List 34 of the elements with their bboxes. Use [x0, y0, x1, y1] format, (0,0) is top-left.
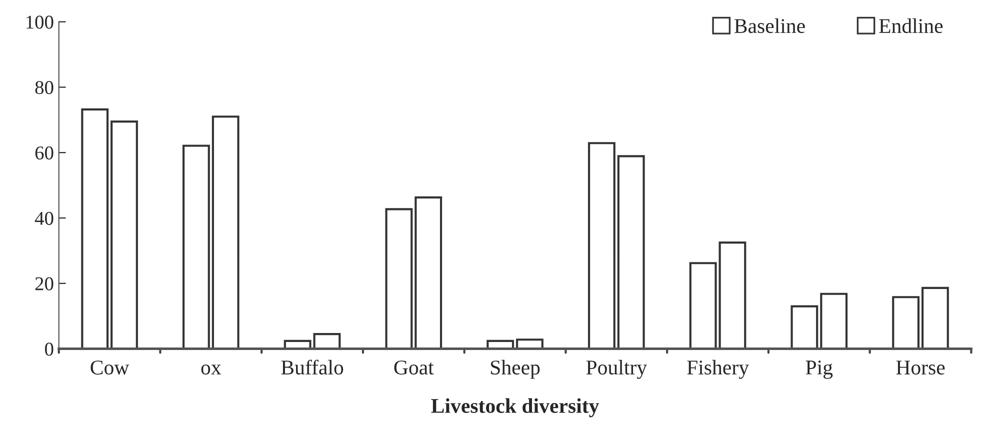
bar [617, 155, 645, 349]
x-tick-label: Sheep [490, 360, 540, 379]
y-tick-label: 40 [34, 212, 54, 225]
y-tick-label: 0 [45, 342, 54, 356]
x-tick-label: Cow [90, 360, 130, 375]
bar [385, 208, 413, 349]
bar [182, 144, 210, 349]
bar [516, 338, 544, 349]
bar [212, 116, 240, 349]
bar [790, 305, 818, 349]
bar [689, 262, 717, 349]
bar [110, 120, 138, 349]
bar [820, 292, 848, 349]
x-axis-title: Livestock diversity [431, 398, 600, 418]
x-tick-label: Pig [806, 360, 833, 379]
legend-label: Baseline [734, 18, 805, 34]
bar [414, 196, 442, 349]
y-tick-label: 100 [26, 16, 54, 29]
bar [81, 108, 109, 349]
x-tick-label: Goat [394, 360, 434, 375]
y-tick-label: 60 [35, 146, 54, 160]
y-tick-label: 80 [35, 81, 54, 94]
legend-label: Endline [879, 18, 943, 34]
x-tick-label: Buffalo [281, 360, 344, 375]
y-tick-label: 20 [35, 277, 54, 290]
x-tick-label: Fishery [687, 360, 749, 379]
x-tick-label: Horse [896, 360, 945, 375]
bar [921, 286, 949, 349]
x-tick-label: ox [201, 364, 222, 375]
x-tick-label: Poultry [586, 360, 647, 379]
bar [313, 333, 341, 349]
bar [718, 241, 746, 349]
bar [588, 142, 616, 349]
bar [892, 296, 920, 349]
